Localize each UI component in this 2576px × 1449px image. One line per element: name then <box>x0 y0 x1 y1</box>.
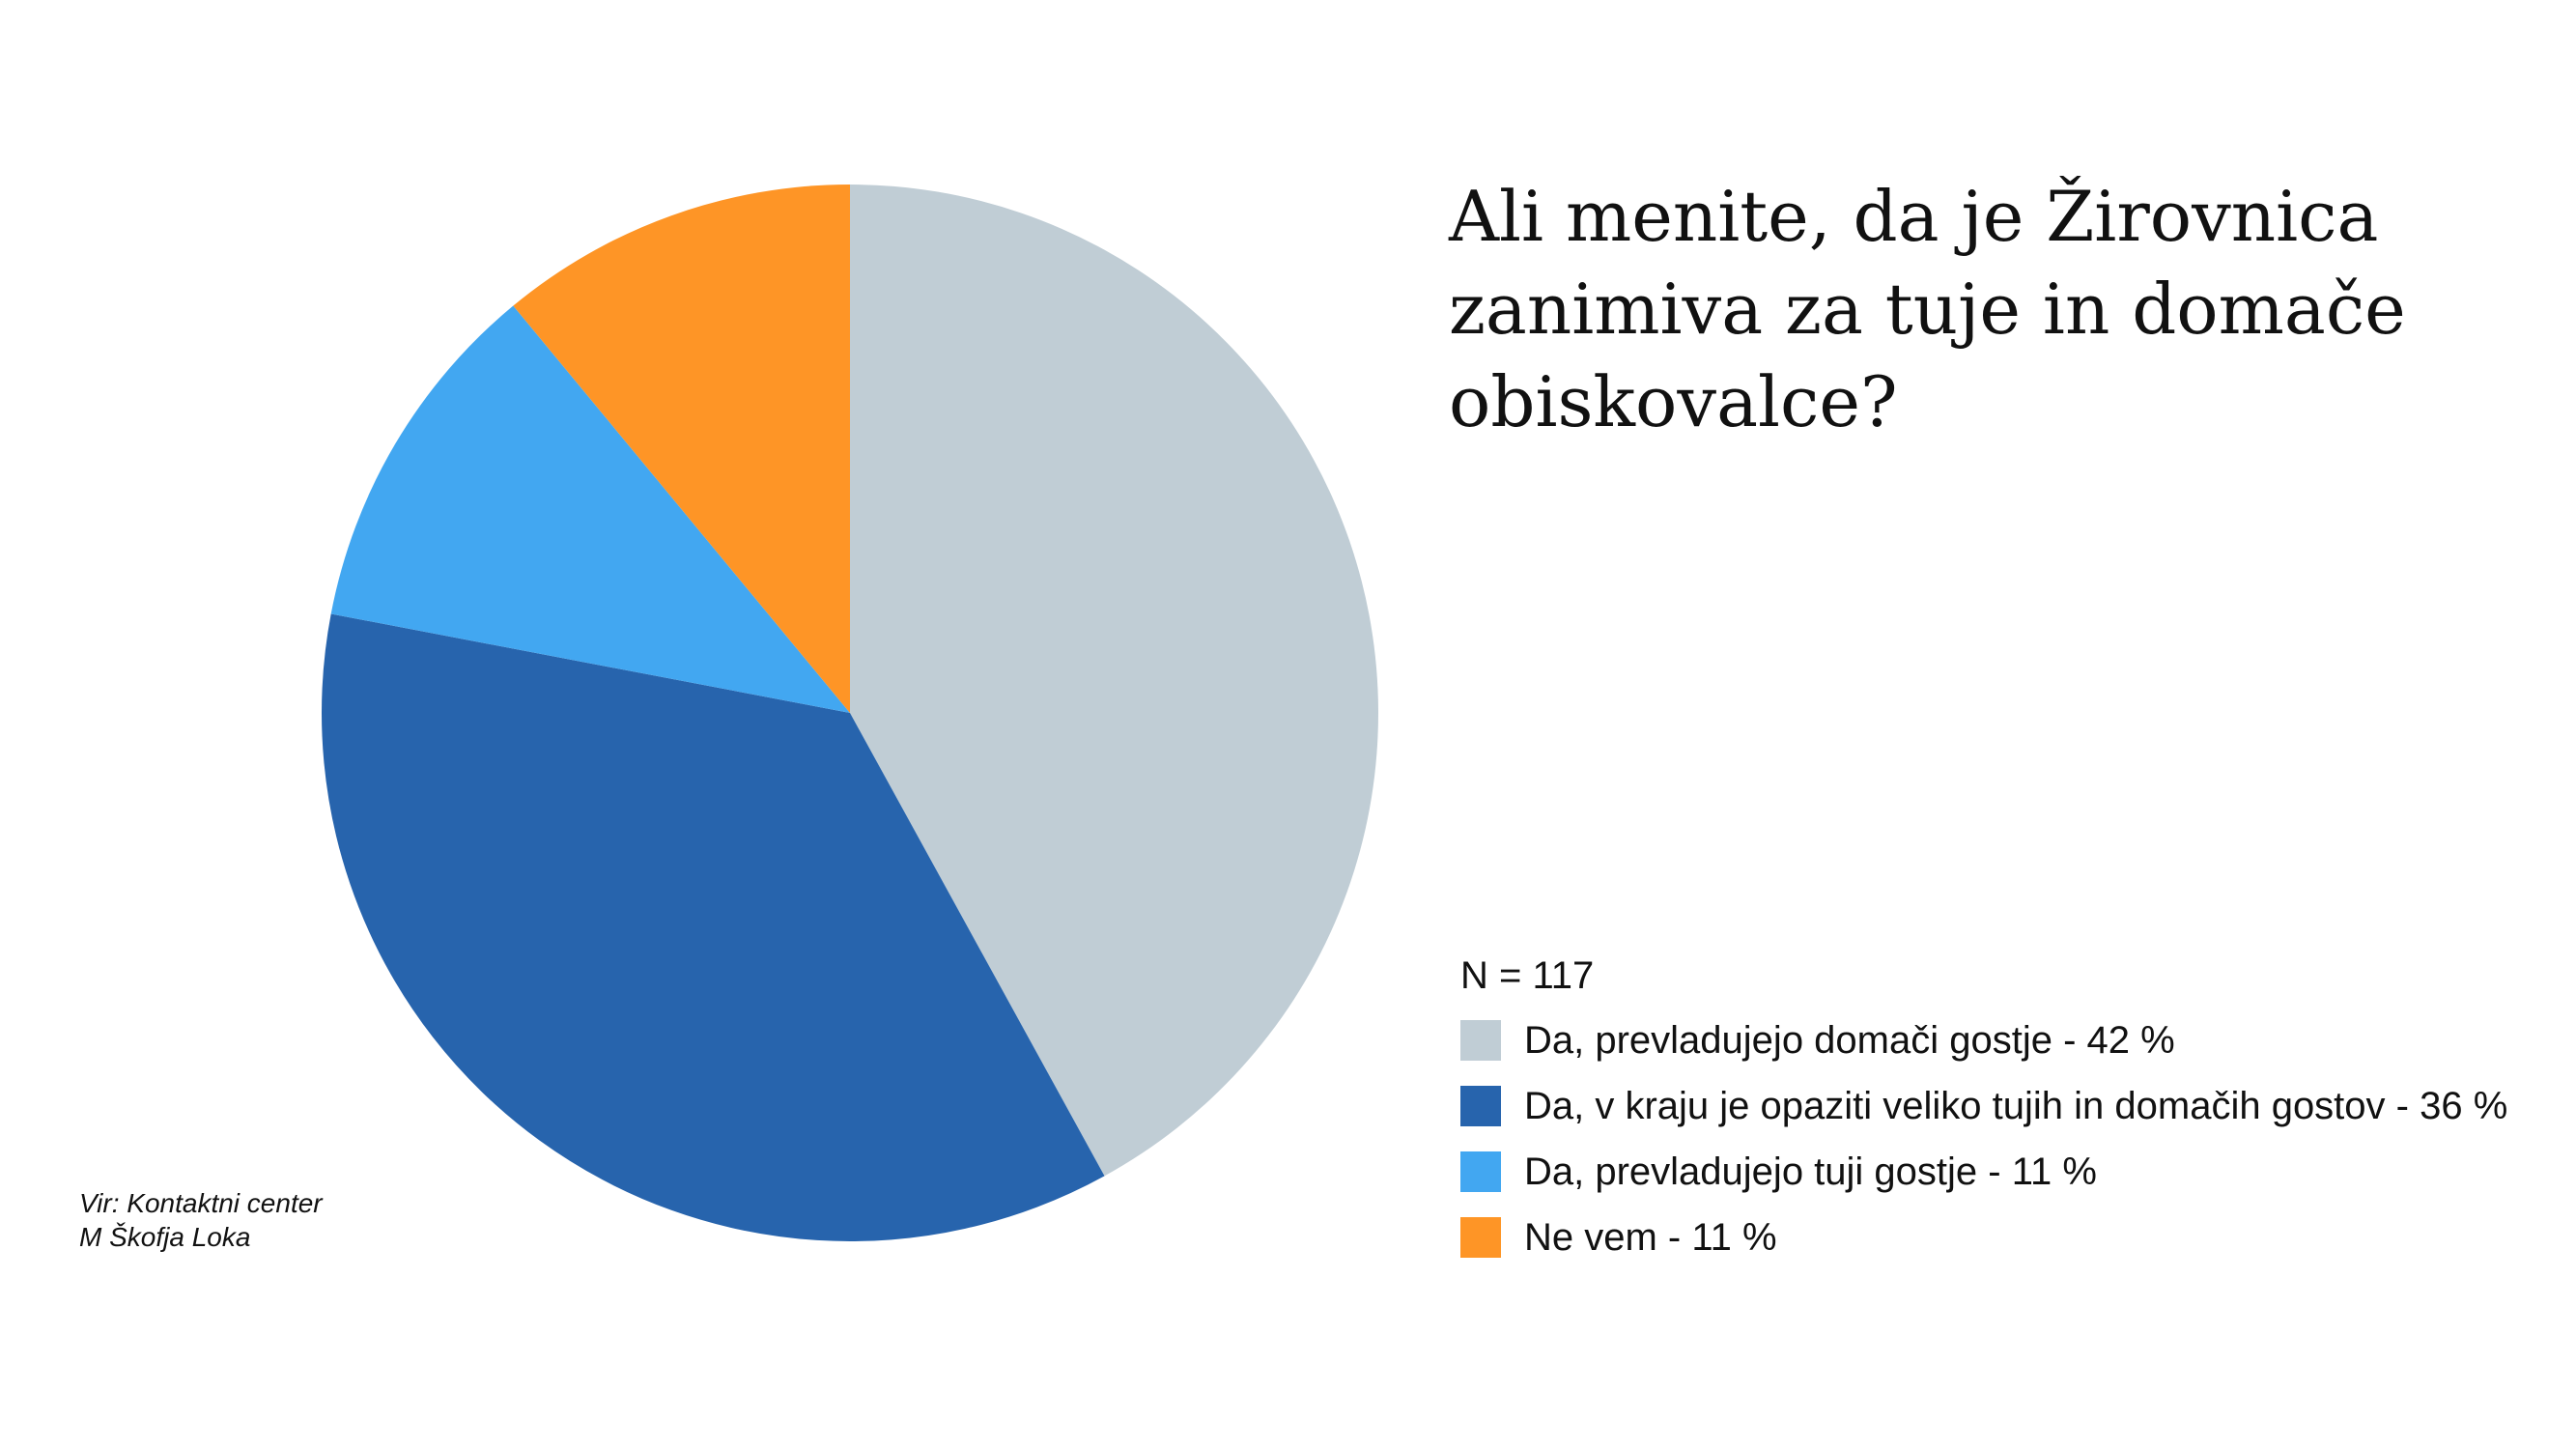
legend-label-1: Da, prevladujejo domači gostje - 42 % <box>1524 1019 2175 1062</box>
legend-swatch-4 <box>1460 1217 1501 1258</box>
legend-label-4: Ne vem - 11 % <box>1524 1216 1777 1259</box>
legend-label-3: Da, prevladujejo tuji gostje - 11 % <box>1524 1151 2097 1193</box>
source-line-1: Vir: Kontaktni center <box>79 1188 323 1218</box>
source-note: Vir: Kontaktni center M Škofja Loka <box>79 1186 323 1254</box>
source-line-2: M Škofja Loka <box>79 1222 251 1252</box>
legend-label-2: Da, v kraju je opaziti veliko tujih in d… <box>1524 1085 2508 1127</box>
chart-title: Ali menite, da je Žirovnica zanimiva za … <box>1449 176 2406 442</box>
legend-item-3: Da, prevladujejo tuji gostje - 11 % <box>1460 1139 2571 1205</box>
legend: N = 117 Da, prevladujejo domači gostje -… <box>1460 952 2571 1270</box>
legend-swatch-3 <box>1460 1151 1501 1192</box>
legend-item-2: Da, v kraju je opaziti veliko tujih in d… <box>1460 1073 2571 1139</box>
legend-swatch-2 <box>1460 1086 1501 1126</box>
pie-slice-4 <box>513 185 850 713</box>
pie-slice-3 <box>330 305 850 713</box>
legend-item-1: Da, prevladujejo domači gostje - 42 % <box>1460 1008 2571 1073</box>
pie-slice-1 <box>850 185 1379 1177</box>
sample-size-note: N = 117 <box>1460 954 1595 997</box>
legend-item-4: Ne vem - 11 % <box>1460 1205 2571 1270</box>
legend-swatch-1 <box>1460 1020 1501 1061</box>
pie-slice-2 <box>322 613 1105 1242</box>
